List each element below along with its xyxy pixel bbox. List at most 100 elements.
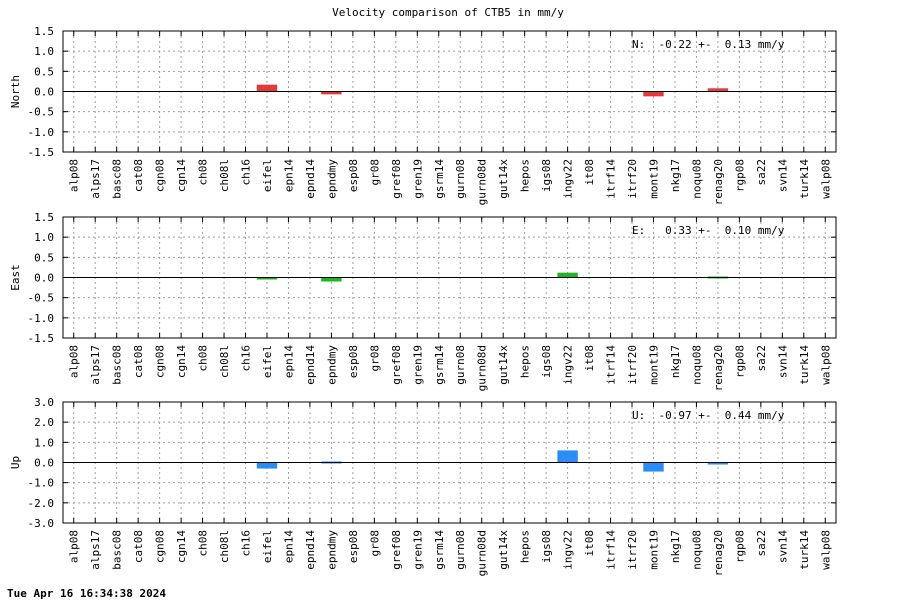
x-tick-label: nkg17: [669, 530, 682, 563]
x-tick-label: gsrm14: [433, 159, 446, 199]
panel-east: 1.5 1.0 0.5 0.0 -0.5 -1.0 -1.5 alp08 alps17 basc0…: [9, 211, 837, 391]
x-tick-label: it08: [583, 159, 596, 186]
x-tick-label: itrf20: [626, 159, 639, 199]
x-tick-label: sa22: [755, 345, 768, 372]
x-tick-label: svn14: [776, 345, 789, 378]
y-tick-label: 2.0: [34, 416, 54, 429]
x-tick-label: turk14: [798, 159, 811, 199]
y-tick-label: 1.5: [34, 25, 54, 38]
x-tick-label: esp08: [347, 159, 360, 192]
bar-epndmy: [321, 91, 342, 95]
timestamp: Tue Apr 16 16:34:38 2024: [7, 587, 166, 600]
x-tick-label: noqu08: [690, 530, 703, 570]
x-tick-label: epndmy: [325, 159, 338, 199]
x-tick-label: renag20: [712, 345, 725, 391]
x-tick-label: basc08: [111, 345, 124, 385]
velocity-annotation: N: -0.22 +- 0.13 mm/y: [632, 38, 785, 51]
x-tick-label: esp08: [347, 530, 360, 563]
bar-ingv22: [557, 272, 578, 278]
x-tick-label: hepos: [519, 345, 532, 378]
x-tick-label: alp08: [68, 159, 81, 192]
x-tick-label: alps17: [89, 530, 102, 570]
x-tick-label: rgp08: [733, 159, 746, 192]
x-tick-label: ingv22: [562, 530, 575, 570]
bar-epndmy: [321, 277, 342, 282]
y-tick-label: -3.0: [28, 517, 55, 530]
x-tick-label: gsrm14: [433, 345, 446, 385]
x-tick-label: igs08: [540, 345, 553, 378]
x-tick-label: gref08: [390, 530, 403, 570]
x-tick-label: ch08l: [218, 159, 231, 192]
y-tick-label: 0.5: [34, 251, 54, 264]
x-tick-label: mont19: [647, 159, 660, 199]
x-tick-label: nkg17: [669, 345, 682, 378]
x-tick-label: gut14x: [497, 345, 510, 385]
x-tick-label: cat08: [132, 159, 145, 192]
y-tick-label: 1.5: [34, 211, 54, 224]
x-tick-label: gurn08d: [476, 530, 489, 576]
x-tick-label: itrf14: [605, 345, 618, 385]
x-tick-label: gref08: [390, 159, 403, 199]
x-tick-label: epnd14: [304, 159, 317, 199]
y-tick-label: 0.0: [34, 272, 54, 285]
plot-frame: [62, 216, 837, 339]
x-tick-label: epndmy: [325, 345, 338, 385]
x-tick-label: alp08: [68, 345, 81, 378]
x-tick-label: gurn08: [454, 159, 467, 199]
x-tick-label: cgn14: [175, 530, 188, 563]
x-tick-label: svn14: [776, 159, 789, 192]
x-tick-label: gren19: [411, 159, 424, 199]
x-tick-label: alps17: [89, 159, 102, 199]
x-tick-label: itrf20: [626, 345, 639, 385]
x-tick-label: basc08: [111, 159, 124, 199]
x-tick-label: noqu08: [690, 159, 703, 199]
x-tick-label: eifel: [261, 345, 274, 378]
y-tick-label: -1.0: [28, 477, 55, 490]
x-tick-label: cgn14: [175, 345, 188, 378]
bar-eifel: [256, 462, 278, 469]
x-tick-label: ch08: [197, 159, 210, 186]
chart-title: Velocity comparison of CTB5 in mm/y: [332, 6, 564, 19]
x-tick-label: ingv22: [562, 159, 575, 199]
x-tick-label: epn14: [282, 530, 295, 563]
x-tick-label: ch16: [240, 159, 253, 186]
x-tick-label: ch08l: [218, 345, 231, 378]
x-tick-label: eifel: [261, 530, 274, 563]
y-tick-label: -1.0: [28, 312, 55, 325]
y-tick-label: 0.0: [34, 86, 54, 99]
panel-north: 1.5 1.0 0.5 0.0 -0.5 -1.0 -1.5 alp08 alps17 basc0…: [9, 25, 837, 205]
x-tick-label: igs08: [540, 159, 553, 192]
chart-panels: 1.5 1.0 0.5 0.0 -0.5 -1.0 -1.5 alp08 alps17 basc0…: [9, 25, 837, 576]
x-tick-label: ch16: [240, 345, 253, 372]
plot-frame: [62, 30, 837, 153]
x-tick-label: cgn08: [154, 159, 167, 192]
x-tick-label: noqu08: [690, 345, 703, 385]
x-tick-label: hepos: [519, 159, 532, 192]
x-tick-label: epnd14: [304, 530, 317, 570]
x-tick-label: rgp08: [733, 530, 746, 563]
x-tick-label: gurn08: [454, 530, 467, 570]
x-tick-label: itrf14: [605, 530, 618, 570]
y-axis-label: North: [9, 75, 22, 108]
x-tick-label: gurn08d: [476, 159, 489, 205]
velocity-annotation: U: -0.97 +- 0.44 mm/y: [632, 409, 785, 422]
x-tick-label: gref08: [390, 345, 403, 385]
x-tick-label: svn14: [776, 530, 789, 563]
x-tick-label: mont19: [647, 345, 660, 385]
bar-mont19: [643, 462, 664, 472]
velocity-annotation: E: 0.33 +- 0.10 mm/y: [632, 224, 785, 237]
x-tick-label: gr08: [368, 345, 381, 372]
x-tick-label: hepos: [519, 530, 532, 563]
plot-frame: [62, 401, 837, 524]
x-tick-label: sa22: [755, 530, 768, 557]
y-tick-label: 3.0: [34, 396, 54, 409]
y-tick-label: 1.0: [34, 436, 54, 449]
x-tick-label: epn14: [282, 159, 295, 192]
bar-eifel: [256, 84, 278, 92]
x-tick-label: ch08l: [218, 530, 231, 563]
x-tick-label: rgp08: [733, 345, 746, 378]
y-tick-label: 1.0: [34, 45, 54, 58]
x-tick-label: itrf14: [605, 159, 618, 199]
x-tick-label: walp08: [819, 345, 832, 385]
x-tick-label: turk14: [798, 530, 811, 570]
